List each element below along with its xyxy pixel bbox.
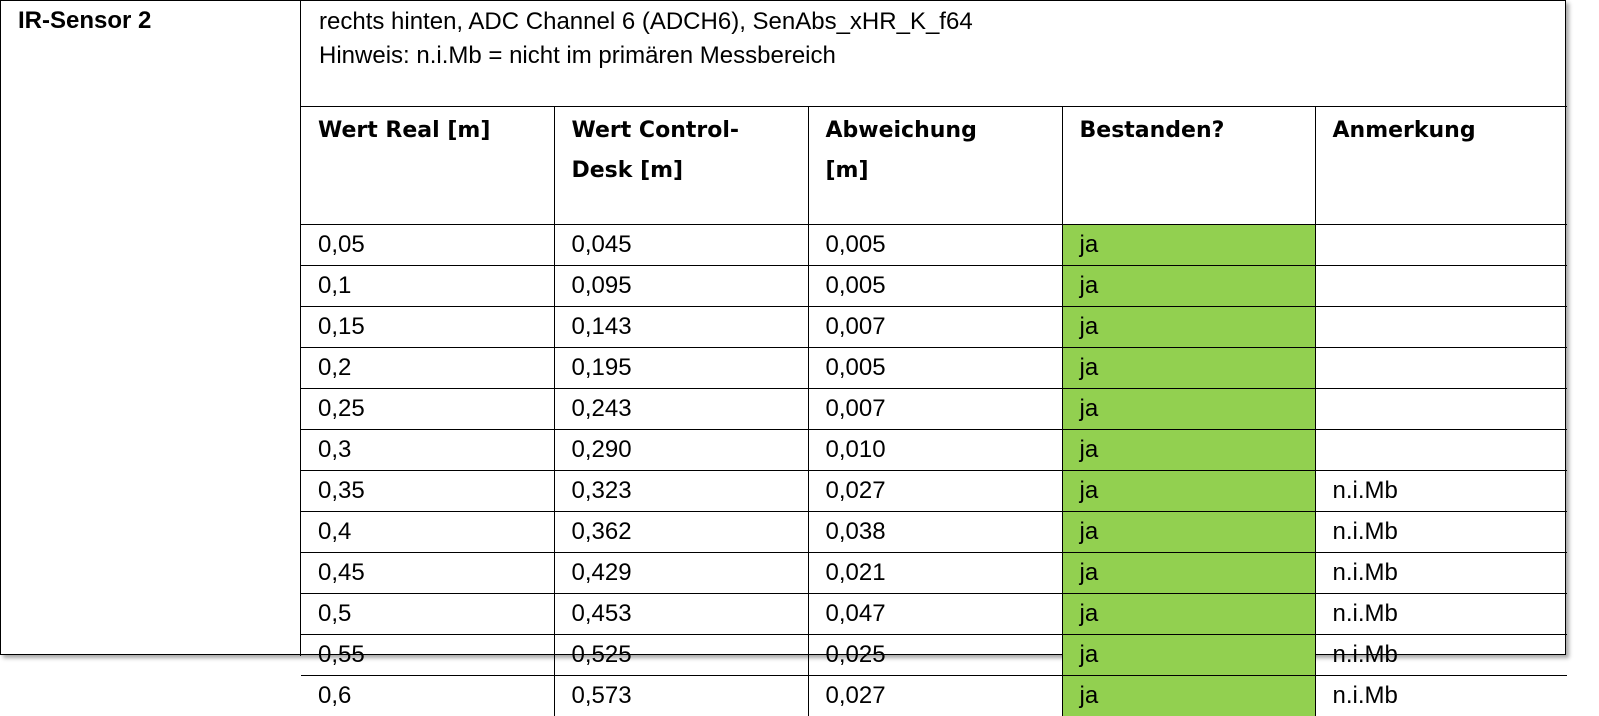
cell-wert-real: 0,2: [301, 348, 554, 389]
cell-abweichung: 0,038: [808, 512, 1062, 553]
cell-wert-real: 0,5: [301, 594, 554, 635]
cell-bestanden: ja: [1062, 225, 1315, 266]
column-header-wert-controldesk: Wert Control-Desk [m]: [554, 107, 808, 225]
header-row: Wert Real [m] Wert Control-Desk [m] Abwe…: [301, 107, 1567, 225]
cell-abweichung: 0,005: [808, 225, 1062, 266]
cell-bestanden: ja: [1062, 635, 1315, 676]
cell-wert-real: 0,15: [301, 307, 554, 348]
cell-wert-real: 0,1: [301, 266, 554, 307]
cell-abweichung: 0,027: [808, 676, 1062, 716]
cell-wert-controldesk: 0,045: [554, 225, 808, 266]
cell-wert-real: 0,3: [301, 430, 554, 471]
cell-abweichung: 0,027: [808, 471, 1062, 512]
cell-anmerkung: [1315, 430, 1567, 471]
cell-abweichung: 0,047: [808, 594, 1062, 635]
cell-wert-controldesk: 0,525: [554, 635, 808, 676]
sensor-table: IR-Sensor 2 rechts hinten, ADC Channel 6…: [0, 0, 1566, 655]
sensor-label-cell: IR-Sensor 2: [1, 1, 301, 656]
cell-anmerkung: [1315, 389, 1567, 430]
cell-anmerkung: n.i.Mb: [1315, 471, 1567, 512]
cell-anmerkung: n.i.Mb: [1315, 594, 1567, 635]
cell-wert-controldesk: 0,195: [554, 348, 808, 389]
description-line-1: rechts hinten, ADC Channel 6 (ADCH6), Se…: [319, 5, 973, 39]
cell-wert-controldesk: 0,095: [554, 266, 808, 307]
column-header-bestanden: Bestanden?: [1062, 107, 1315, 225]
cell-wert-real: 0,6: [301, 676, 554, 716]
cell-anmerkung: [1315, 266, 1567, 307]
cell-wert-real: 0,05: [301, 225, 554, 266]
cell-abweichung: 0,010: [808, 430, 1062, 471]
cell-bestanden: ja: [1062, 594, 1315, 635]
measurement-table: Wert Real [m] Wert Control-Desk [m] Abwe…: [301, 106, 1567, 716]
cell-anmerkung: [1315, 348, 1567, 389]
cell-anmerkung: n.i.Mb: [1315, 676, 1567, 716]
cell-bestanden: ja: [1062, 430, 1315, 471]
cell-wert-controldesk: 0,323: [554, 471, 808, 512]
cell-abweichung: 0,005: [808, 348, 1062, 389]
cell-wert-real: 0,25: [301, 389, 554, 430]
cell-abweichung: 0,007: [808, 307, 1062, 348]
cell-anmerkung: [1315, 225, 1567, 266]
column-header-wert-real: Wert Real [m]: [301, 107, 554, 225]
cell-abweichung: 0,005: [808, 266, 1062, 307]
column-header-abweichung: Abweichung [m]: [808, 107, 1062, 225]
cell-anmerkung: n.i.Mb: [1315, 635, 1567, 676]
cell-wert-real: 0,55: [301, 635, 554, 676]
cell-wert-real: 0,45: [301, 553, 554, 594]
description-line-2: Hinweis: n.i.Mb = nicht im primären Mess…: [319, 39, 973, 73]
cell-anmerkung: n.i.Mb: [1315, 512, 1567, 553]
cell-wert-controldesk: 0,453: [554, 594, 808, 635]
cell-bestanden: ja: [1062, 676, 1315, 716]
cell-bestanden: ja: [1062, 512, 1315, 553]
cell-wert-controldesk: 0,243: [554, 389, 808, 430]
cell-wert-controldesk: 0,573: [554, 676, 808, 716]
cell-wert-real: 0,4: [301, 512, 554, 553]
cell-abweichung: 0,021: [808, 553, 1062, 594]
cell-bestanden: ja: [1062, 307, 1315, 348]
cell-bestanden: ja: [1062, 348, 1315, 389]
cell-anmerkung: [1315, 307, 1567, 348]
cell-wert-controldesk: 0,429: [554, 553, 808, 594]
column-header-anmerkung: Anmerkung: [1315, 107, 1567, 225]
cell-wert-real: 0,35: [301, 471, 554, 512]
cell-wert-controldesk: 0,143: [554, 307, 808, 348]
cell-bestanden: ja: [1062, 471, 1315, 512]
cell-anmerkung: n.i.Mb: [1315, 553, 1567, 594]
sensor-label: IR-Sensor 2: [18, 7, 151, 35]
sensor-description: rechts hinten, ADC Channel 6 (ADCH6), Se…: [319, 5, 973, 73]
cell-abweichung: 0,007: [808, 389, 1062, 430]
cell-wert-controldesk: 0,290: [554, 430, 808, 471]
cell-wert-controldesk: 0,362: [554, 512, 808, 553]
cell-bestanden: ja: [1062, 553, 1315, 594]
cell-bestanden: ja: [1062, 389, 1315, 430]
cell-abweichung: 0,025: [808, 635, 1062, 676]
cell-bestanden: ja: [1062, 266, 1315, 307]
